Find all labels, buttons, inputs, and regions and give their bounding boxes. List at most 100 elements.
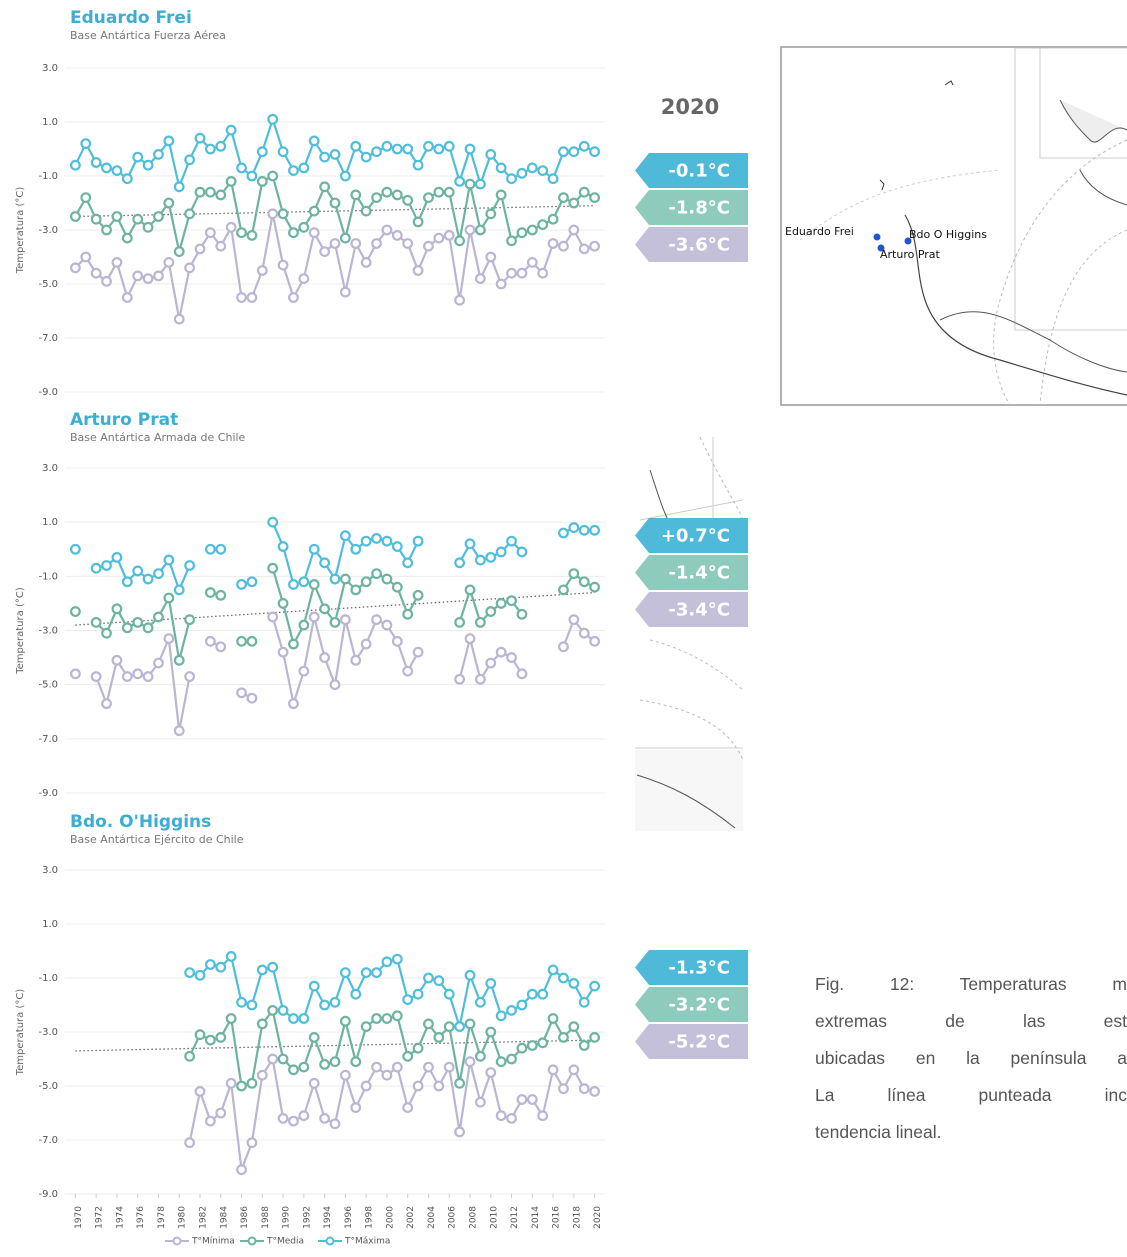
- data-point: [121, 576, 133, 588]
- data-point: [526, 257, 538, 268]
- data-point: [225, 1077, 237, 1089]
- data-point: [537, 988, 549, 1000]
- data-point: [537, 267, 549, 279]
- data-point: [288, 638, 299, 650]
- data-point: [412, 1042, 424, 1054]
- data-point: [568, 1021, 580, 1032]
- data-point: [121, 622, 133, 634]
- y-tick-label: -3.0: [38, 1027, 58, 1038]
- data-point: [101, 627, 112, 639]
- data-point: [246, 170, 258, 182]
- data-point: [485, 1067, 497, 1078]
- data-point: [246, 576, 258, 588]
- data-point: [163, 257, 175, 268]
- data-point: [568, 197, 580, 209]
- data-point: [256, 1069, 268, 1081]
- data-point: [474, 554, 486, 566]
- data-point: [454, 616, 466, 628]
- data-point: [443, 1021, 455, 1032]
- data-point: [464, 178, 476, 190]
- data-point: [350, 988, 362, 1000]
- data-point: [225, 221, 237, 233]
- y-tick-label: -5.0: [38, 1081, 58, 1092]
- data-point: [381, 535, 393, 547]
- data-point: [277, 598, 289, 609]
- data-point: [454, 1077, 466, 1089]
- data-point: [516, 227, 528, 239]
- data-point: [101, 275, 112, 287]
- data-point: [443, 1061, 455, 1073]
- y-tick-label: -1.0: [38, 571, 58, 582]
- data-point: [184, 560, 196, 571]
- chart-title: Eduardo Frei: [70, 8, 192, 28]
- data-point: [402, 143, 414, 155]
- data-point: [308, 1077, 320, 1089]
- data-point: [142, 159, 154, 171]
- data-point: [111, 603, 123, 615]
- data-point: [142, 221, 154, 233]
- data-point: [215, 961, 227, 973]
- badge: [635, 950, 748, 985]
- data-point: [173, 725, 185, 737]
- data-point: [298, 1061, 310, 1073]
- data-point: [402, 608, 414, 620]
- data-point: [433, 1080, 445, 1092]
- data-point: [558, 584, 569, 596]
- data-point: [495, 1010, 507, 1022]
- data-point: [433, 975, 445, 987]
- y-tick-label: 1.0: [42, 919, 58, 930]
- data-point: [464, 538, 476, 550]
- data-point: [558, 1083, 569, 1095]
- data-point: [298, 273, 310, 285]
- legend-marker: [247, 1236, 257, 1246]
- x-tick-label: 1994: [323, 1206, 333, 1229]
- data-point: [433, 186, 445, 198]
- data-point: [298, 162, 310, 174]
- x-tick-label: 2014: [531, 1206, 541, 1229]
- data-point: [474, 1050, 486, 1062]
- data-point: [194, 132, 206, 144]
- data-point: [371, 1061, 382, 1073]
- data-point: [537, 1110, 549, 1122]
- data-point: [90, 562, 102, 574]
- data-point: [578, 576, 590, 588]
- data-point: [485, 208, 497, 220]
- data-point: [308, 543, 320, 555]
- badge-label: +0.7°C: [661, 526, 730, 547]
- x-tick-label: 2012: [510, 1206, 520, 1229]
- data-point: [69, 211, 81, 222]
- data-point: [381, 1069, 393, 1081]
- data-point: [173, 584, 185, 596]
- x-tick-label: 1992: [302, 1206, 312, 1229]
- data-point: [267, 170, 279, 182]
- data-point: [204, 1034, 216, 1046]
- data-point: [215, 189, 227, 201]
- data-point: [516, 668, 528, 680]
- badge-label: -1.8°C: [668, 198, 730, 219]
- x-tick-label: 1972: [95, 1206, 105, 1229]
- y-tick-label: -9.0: [38, 387, 58, 398]
- data-point: [329, 1056, 341, 1068]
- data-point: [132, 668, 144, 680]
- data-point: [391, 1010, 403, 1022]
- data-point: [371, 533, 382, 544]
- data-point: [423, 1018, 434, 1030]
- data-point: [454, 1021, 466, 1032]
- data-point: [412, 159, 424, 171]
- data-point: [69, 159, 81, 171]
- y-axis-label: Temperatura (°C): [15, 587, 26, 675]
- chart-subtitle: Base Antártica Fuerza Aérea: [70, 29, 226, 42]
- data-point: [319, 603, 331, 615]
- data-point: [558, 146, 569, 158]
- data-point: [256, 175, 268, 187]
- y-axis-label: Temperatura (°C): [15, 989, 26, 1077]
- data-point: [153, 270, 164, 282]
- caption-line: tendencia lineal.: [815, 1122, 942, 1142]
- chart-title: Bdo. O'Higgins: [70, 812, 211, 832]
- data-point: [319, 151, 331, 163]
- data-point: [485, 551, 497, 563]
- data-point: [485, 978, 497, 989]
- data-point: [194, 969, 206, 981]
- data-point: [153, 611, 164, 623]
- data-point: [236, 635, 247, 647]
